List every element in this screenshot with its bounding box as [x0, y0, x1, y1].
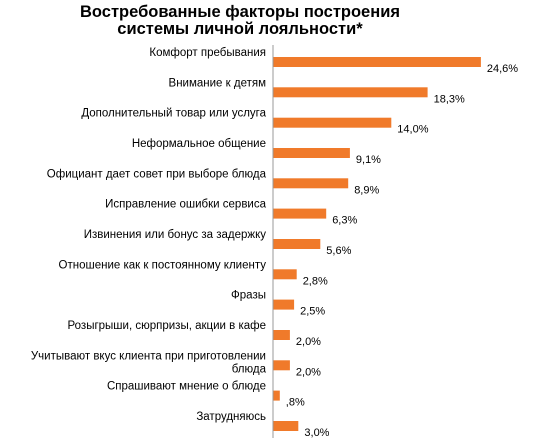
- bar: [273, 390, 280, 401]
- data-label: 5,6%: [326, 245, 351, 257]
- chart-title: Востребованные факторы построения систем…: [40, 4, 440, 38]
- data-label: 24,6%: [487, 63, 518, 75]
- bar: [273, 148, 350, 158]
- bar: [273, 421, 299, 431]
- data-label: 8,9%: [354, 184, 379, 196]
- bar: [273, 57, 481, 67]
- chart-title-line-1: Востребованные факторы построения: [80, 3, 400, 21]
- category-label: Дополнительный товар или услуга: [81, 108, 266, 120]
- data-label: 2,5%: [300, 306, 325, 318]
- category-label: Фразы: [231, 290, 266, 302]
- bar: [273, 117, 392, 128]
- category-label: Исправление ошибки сервиса: [105, 199, 266, 211]
- data-label: 14,0%: [397, 124, 428, 136]
- bar: [273, 360, 290, 371]
- category-label: Затрудняюсь: [196, 411, 266, 423]
- bar: [273, 299, 295, 310]
- category-label: Неформальное общение: [132, 138, 266, 150]
- category-label: Извинения или бонус за задержку: [84, 229, 267, 241]
- data-label: 2,0%: [296, 366, 321, 378]
- category-label: Розыгрыши, сюрпризы, акции в кафе: [67, 320, 266, 332]
- bar: [273, 208, 327, 219]
- data-label: 3,0%: [304, 427, 329, 439]
- category-label: Учитывают вкус клиента при приготовлении…: [31, 350, 267, 375]
- category-label: Официант дает совет при выборе блюда: [47, 168, 267, 180]
- category-label: Внимание к детям: [169, 77, 267, 89]
- bar: [273, 87, 428, 98]
- data-label: 18,3%: [434, 93, 465, 105]
- data-label: 2,0%: [296, 336, 321, 348]
- bar: [273, 330, 290, 340]
- bar: [273, 239, 321, 249]
- category-label: Отношение как к постоянному клиенту: [59, 259, 267, 271]
- data-label: 2,8%: [303, 275, 328, 287]
- category-label: Спрашивают мнение о блюде: [107, 381, 266, 393]
- bar: [273, 269, 297, 280]
- bar: [273, 178, 349, 189]
- data-label: 6,3%: [332, 215, 357, 227]
- chart-title-line-2: системы личной лояльности*: [117, 20, 363, 38]
- data-label: ,8%: [286, 397, 305, 409]
- category-label: Комфорт пребывания: [149, 47, 266, 59]
- data-label: 9,1%: [356, 154, 381, 166]
